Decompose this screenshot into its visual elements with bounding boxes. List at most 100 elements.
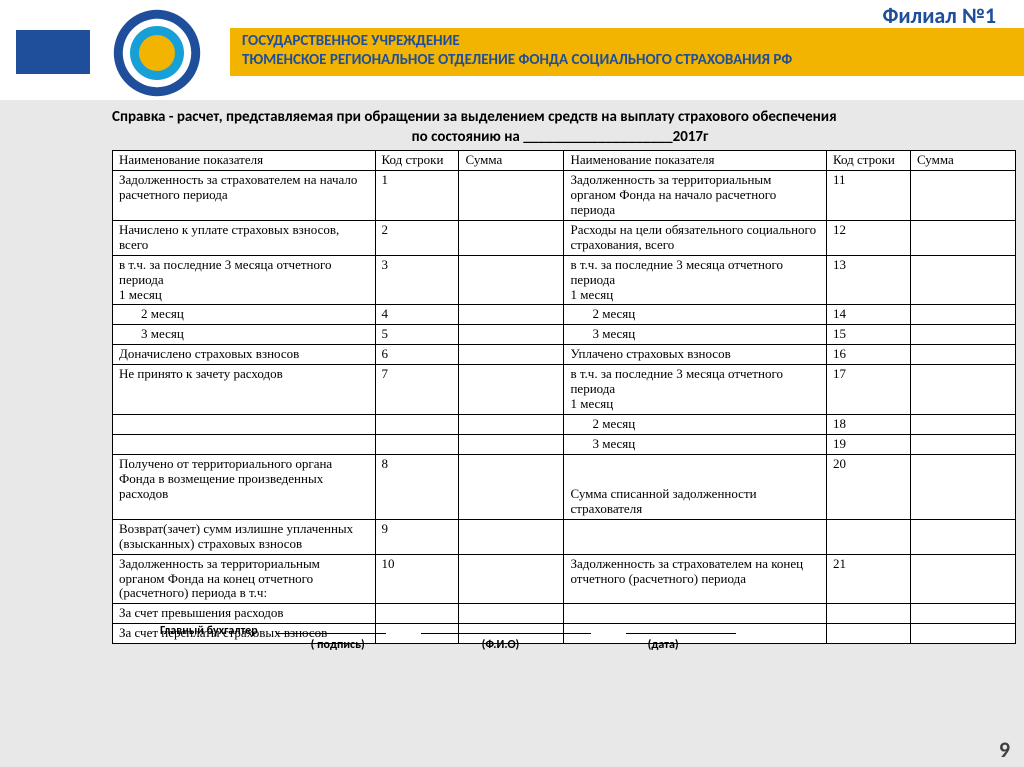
table-row: За счет превышения расходов bbox=[113, 604, 1016, 624]
table-body: Задолженность за страхователем на начало… bbox=[113, 170, 1016, 643]
cell bbox=[459, 255, 564, 305]
cell: 8 bbox=[375, 454, 459, 519]
cell: Задолженность за территориальным органом… bbox=[564, 170, 827, 220]
cell: в т.ч. за последние 3 месяца отчетного п… bbox=[564, 365, 827, 415]
cell bbox=[910, 435, 1015, 455]
cell bbox=[910, 365, 1015, 415]
cell bbox=[459, 415, 564, 435]
document-title: Справка - расчет, представляемая при обр… bbox=[112, 108, 1008, 126]
cell: Расходы на цели обязательного социальног… bbox=[564, 220, 827, 255]
cell: 12 bbox=[826, 220, 910, 255]
cell bbox=[910, 415, 1015, 435]
cell: Задолженность за территориальным органом… bbox=[113, 554, 376, 604]
label-date: (дата) bbox=[598, 638, 728, 652]
blank-date bbox=[626, 622, 736, 634]
cell: 7 bbox=[375, 365, 459, 415]
fss-logo bbox=[112, 8, 202, 98]
branch-title: Филиал №1 bbox=[882, 2, 996, 29]
cell bbox=[459, 519, 564, 554]
cell: 3 месяц bbox=[113, 325, 376, 345]
cell bbox=[459, 305, 564, 325]
cell bbox=[826, 519, 910, 554]
cell bbox=[375, 604, 459, 624]
cell: Сумма списанной задолженности страховате… bbox=[564, 454, 827, 519]
cell: 2 месяц bbox=[113, 305, 376, 325]
cell: Доначислено страховых взносов bbox=[113, 345, 376, 365]
hdr-name-l: Наименование показателя bbox=[113, 151, 376, 171]
cell: 17 bbox=[826, 365, 910, 415]
table-row: 2 месяц42 месяц14 bbox=[113, 305, 1016, 325]
table-row: Доначислено страховых взносов6 Уплачено с… bbox=[113, 345, 1016, 365]
blank-sign bbox=[276, 622, 386, 634]
table-row: Задолженность за страхователем на начало… bbox=[113, 170, 1016, 220]
cell bbox=[910, 604, 1015, 624]
document-subtitle: по состоянию на ____________________2017… bbox=[112, 128, 1008, 146]
table-row: 2 месяц18 bbox=[113, 415, 1016, 435]
cell bbox=[910, 305, 1015, 325]
cell bbox=[459, 454, 564, 519]
cell bbox=[459, 435, 564, 455]
cell bbox=[459, 365, 564, 415]
banner-line-1: ГОСУДАРСТВЕННОЕ УЧРЕЖДЕНИЕ bbox=[242, 32, 1012, 51]
cell bbox=[459, 220, 564, 255]
label-sign: ( подпись) bbox=[273, 638, 403, 652]
org-banner: ГОСУДАРСТВЕННОЕ УЧРЕЖДЕНИЕ ТЮМЕНСКОЕ РЕГ… bbox=[230, 28, 1024, 76]
cell bbox=[910, 255, 1015, 305]
cell: 14 bbox=[826, 305, 910, 325]
cell: 13 bbox=[826, 255, 910, 305]
cell: 3 месяц bbox=[564, 435, 827, 455]
cell: 10 bbox=[375, 554, 459, 604]
form-table: Наименование показателя Код строки Сумма… bbox=[112, 150, 1016, 644]
cell: 6 bbox=[375, 345, 459, 365]
signature-role: Главный бухгалтер bbox=[160, 624, 258, 638]
cell bbox=[564, 519, 827, 554]
cell bbox=[459, 604, 564, 624]
cell bbox=[910, 220, 1015, 255]
cell bbox=[459, 325, 564, 345]
cell: 4 bbox=[375, 305, 459, 325]
cell: Возврат(зачет) сумм излишне уплаченных (… bbox=[113, 519, 376, 554]
label-fio: (Ф.И.О) bbox=[405, 638, 595, 652]
cell: 2 месяц bbox=[564, 415, 827, 435]
cell: За счет превышения расходов bbox=[113, 604, 376, 624]
cell: 20 bbox=[826, 454, 910, 519]
hdr-code-r: Код строки bbox=[826, 151, 910, 171]
header: Филиал №1 ГОСУДАРСТВЕННОЕ УЧРЕЖДЕНИЕ ТЮМ… bbox=[0, 0, 1024, 80]
cell: в т.ч. за последние 3 месяца отчетного п… bbox=[564, 255, 827, 305]
table-row: в т.ч. за последние 3 месяца отчетного п… bbox=[113, 255, 1016, 305]
cell: 16 bbox=[826, 345, 910, 365]
cell bbox=[459, 554, 564, 604]
table-row: 3 месяц19 bbox=[113, 435, 1016, 455]
cell: Не принято к зачету расходов bbox=[113, 365, 376, 415]
signature-labels: ( подпись) (Ф.И.О) (дата) bbox=[160, 638, 1016, 652]
banner-line-2: ТЮМЕНСКОЕ РЕГИОНАЛЬНОЕ ОТДЕЛЕНИЕ ФОНДА С… bbox=[242, 51, 1012, 70]
hdr-sum-l: Сумма bbox=[459, 151, 564, 171]
cell: 1 bbox=[375, 170, 459, 220]
cell: Задолженность за страхователем на начало… bbox=[113, 170, 376, 220]
table-row: Не принято к зачету расходов7 в т.ч. за п… bbox=[113, 365, 1016, 415]
cell bbox=[564, 604, 827, 624]
cell: 18 bbox=[826, 415, 910, 435]
cell: в т.ч. за последние 3 месяца отчетного п… bbox=[113, 255, 376, 305]
blue-tab-decor bbox=[16, 30, 90, 74]
cell: Получено от территориального органа Фонд… bbox=[113, 454, 376, 519]
table-row: Возврат(зачет) сумм излишне уплаченных (… bbox=[113, 519, 1016, 554]
cell bbox=[910, 519, 1015, 554]
cell: 5 bbox=[375, 325, 459, 345]
form-table-wrap: Наименование показателя Код строки Сумма… bbox=[112, 150, 1016, 644]
cell: Уплачено страховых взносов bbox=[564, 345, 827, 365]
cell bbox=[910, 170, 1015, 220]
cell: 19 bbox=[826, 435, 910, 455]
cell: 11 bbox=[826, 170, 910, 220]
cell bbox=[826, 604, 910, 624]
cell bbox=[459, 170, 564, 220]
slide-number: 9 bbox=[999, 736, 1010, 763]
cell: 2 bbox=[375, 220, 459, 255]
cell bbox=[910, 454, 1015, 519]
cell bbox=[375, 435, 459, 455]
cell: 9 bbox=[375, 519, 459, 554]
cell bbox=[910, 345, 1015, 365]
cell bbox=[113, 435, 376, 455]
cell: Задолженность за страхователем на конец … bbox=[564, 554, 827, 604]
cell bbox=[375, 415, 459, 435]
